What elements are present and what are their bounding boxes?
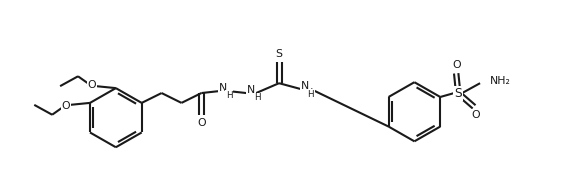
Text: S: S <box>455 87 462 99</box>
Text: S: S <box>275 49 282 59</box>
Text: N: N <box>219 83 228 93</box>
Text: H: H <box>307 89 314 98</box>
Text: NH₂: NH₂ <box>490 76 511 86</box>
Text: H: H <box>254 94 261 103</box>
Text: N: N <box>247 85 255 95</box>
Text: O: O <box>88 80 96 90</box>
Text: O: O <box>452 60 460 70</box>
Text: H: H <box>226 90 233 99</box>
Text: O: O <box>62 101 70 111</box>
Text: N: N <box>301 81 309 91</box>
Text: O: O <box>197 118 205 128</box>
Text: O: O <box>472 110 480 120</box>
